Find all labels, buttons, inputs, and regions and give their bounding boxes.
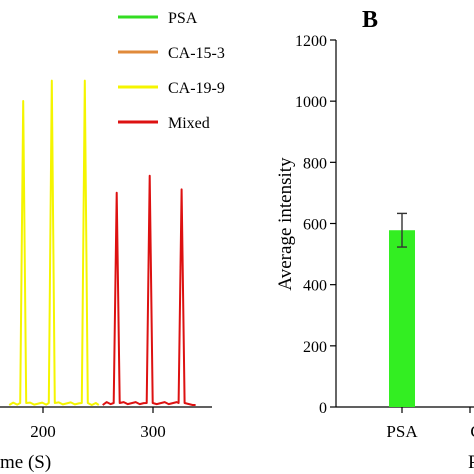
panel-b-label: B — [362, 7, 378, 33]
trace-ca-19-9 — [8, 79, 100, 406]
bar-psa — [389, 230, 415, 407]
panel-b-category-label: C — [470, 422, 474, 441]
panel-b-y-tick-label: 800 — [303, 155, 327, 172]
panel-a-x-axis-label: me (S) — [0, 452, 51, 473]
legend-label-2: CA-19-9 — [168, 80, 225, 97]
panel-b-y-tick-label: 1000 — [295, 94, 327, 111]
legend-label-3: Mixed — [168, 115, 210, 132]
legend-label-0: PSA — [168, 10, 198, 27]
trace-mixed — [102, 174, 196, 406]
panel-b-y-tick-label: 1200 — [295, 33, 327, 50]
panel-b-y-tick-label: 0 — [319, 400, 327, 417]
panel-b-y-tick-label: 200 — [303, 339, 327, 356]
panel-b-category-label: PSA — [386, 422, 418, 441]
panel-b-x-axis-label-fragment: P — [468, 452, 474, 473]
panel-b-y-axis-label: Average intensity — [275, 157, 296, 291]
panel-b-y-tick-label: 400 — [303, 278, 327, 295]
panel-b-y-tick-label: 600 — [303, 217, 327, 234]
panel-a-x-tick-label: 200 — [30, 422, 56, 441]
panel-a-x-tick-label: 300 — [140, 422, 166, 441]
legend-label-1: CA-15-3 — [168, 45, 225, 62]
